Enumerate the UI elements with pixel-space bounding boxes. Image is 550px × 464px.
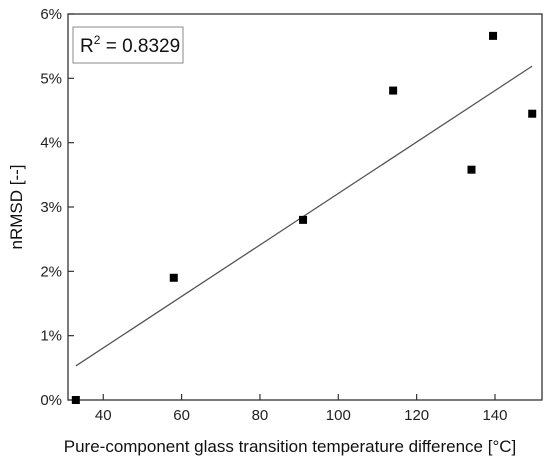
data-point (489, 31, 498, 40)
x-axis-title: Pure-component glass transition temperat… (64, 437, 517, 456)
data-points (71, 31, 537, 404)
x-tick-label: 40 (95, 407, 112, 424)
r-squared-text: R2 = 0.8329 (80, 33, 180, 57)
x-tick-label: 120 (404, 407, 429, 424)
y-axis-title: nRMSD [--] (7, 165, 26, 250)
annotation-box (72, 26, 184, 64)
data-point (467, 165, 476, 174)
y-tick-label: 0% (40, 392, 62, 409)
y-tick-label: 2% (40, 263, 62, 280)
data-point (528, 109, 537, 118)
y-tick-label: 3% (40, 199, 62, 216)
y-axis: 0% 1% 2% 3% 4% 5% 6% (40, 6, 74, 409)
y-tick-label: 6% (40, 6, 62, 23)
y-tick-label: 4% (40, 135, 62, 152)
data-point (169, 273, 178, 282)
x-tick-label: 80 (252, 407, 269, 424)
data-point (71, 396, 80, 404)
x-tick-label: 60 (173, 407, 190, 424)
y-tick-label: 1% (40, 328, 62, 345)
r-squared-annotation: R2 = 0.8329 (72, 26, 184, 64)
y-tick-label: 5% (40, 70, 62, 87)
x-tick-label: 140 (482, 407, 507, 424)
data-point (299, 215, 308, 224)
plot-frame (67, 13, 543, 401)
x-tick-label: 100 (326, 407, 351, 424)
data-point (389, 86, 398, 95)
x-axis: 40 60 80 100 120 140 (95, 394, 508, 424)
